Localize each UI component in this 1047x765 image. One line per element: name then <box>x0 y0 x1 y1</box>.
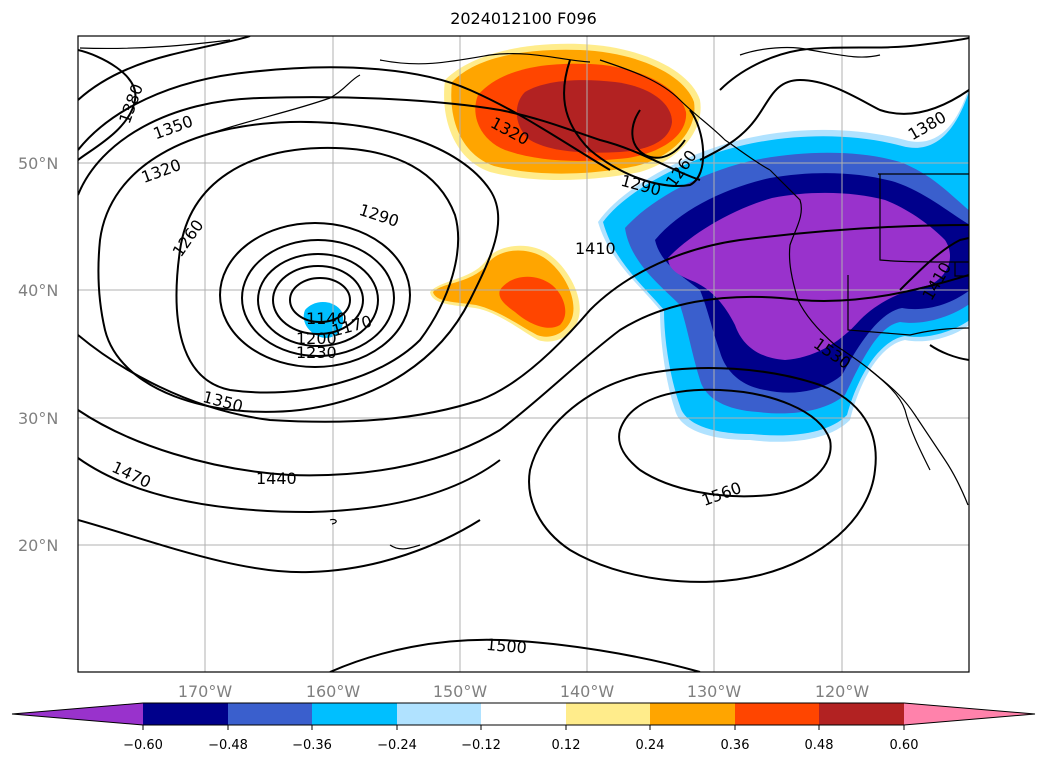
contour-label: 1410 <box>575 239 616 258</box>
colorbar-ticks <box>142 725 905 730</box>
colorbar-segment <box>397 703 481 725</box>
coastlines <box>79 39 969 550</box>
lat-label: 40°N <box>18 281 58 300</box>
map-title: 2024012100 F096 <box>450 9 597 28</box>
map-content: 1380 1350 1320 1260 1290 1320 1260 1290 … <box>78 36 969 672</box>
colorbar-tick-label: 0.60 <box>890 738 919 753</box>
lat-label: 20°N <box>18 536 58 555</box>
contour-label: 1440 <box>256 469 297 488</box>
lon-label: 130°W <box>687 682 742 701</box>
colorbar-tick-label: −0.48 <box>208 738 248 753</box>
colorbar-segment <box>481 703 566 725</box>
colorbar-segment <box>566 703 650 725</box>
colorbar-segment <box>819 703 904 725</box>
colorbar-segment <box>312 703 397 725</box>
colorbar-tick-label: −0.12 <box>461 738 501 753</box>
colorbar-tick-label: −0.60 <box>123 738 163 753</box>
lon-label: 120°W <box>815 682 870 701</box>
lon-label: 150°W <box>433 682 488 701</box>
lon-label: 140°W <box>560 682 615 701</box>
colorbar-tick-label: −0.24 <box>377 738 417 753</box>
colorbar-tick-labels: −0.60 −0.48 −0.36 −0.24 −0.12 0.12 0.24 … <box>123 738 918 753</box>
colorbar-segment <box>228 703 312 725</box>
map-gridlines <box>78 36 969 672</box>
height-contours <box>78 36 969 672</box>
colorbar-segment <box>650 703 735 725</box>
colorbar-tick-label: 0.48 <box>805 738 834 753</box>
contour-label: 1500 <box>485 635 527 657</box>
contour-label: 1230 <box>296 343 337 362</box>
colorbar-extend-high <box>904 703 1035 725</box>
colorbar: −0.60 −0.48 −0.36 −0.24 −0.12 0.12 0.24 … <box>11 702 1036 753</box>
colorbar-segment <box>735 703 819 725</box>
colorbar-tick-label: 0.24 <box>636 738 665 753</box>
map-frame <box>77 35 970 673</box>
colorbar-tick-label: −0.36 <box>292 738 332 753</box>
colorbar-segment <box>143 703 228 725</box>
contour-label: 1200 <box>296 329 337 348</box>
colorbar-tick-label: 0.36 <box>721 738 750 753</box>
colorbar-extend-low <box>12 703 143 725</box>
lat-label: 30°N <box>18 409 58 428</box>
positive-anomaly-north <box>444 43 701 180</box>
contour-label: 1140 <box>306 309 347 328</box>
longitude-labels: 170°W 160°W 150°W 140°W 130°W 120°W <box>178 682 870 701</box>
colorbar-tick-label: 0.12 <box>552 738 581 753</box>
lat-label: 50°N <box>18 154 58 173</box>
lon-label: 170°W <box>178 682 233 701</box>
latitude-labels: 50°N 40°N 30°N 20°N <box>18 154 58 555</box>
lon-label: 160°W <box>306 682 361 701</box>
